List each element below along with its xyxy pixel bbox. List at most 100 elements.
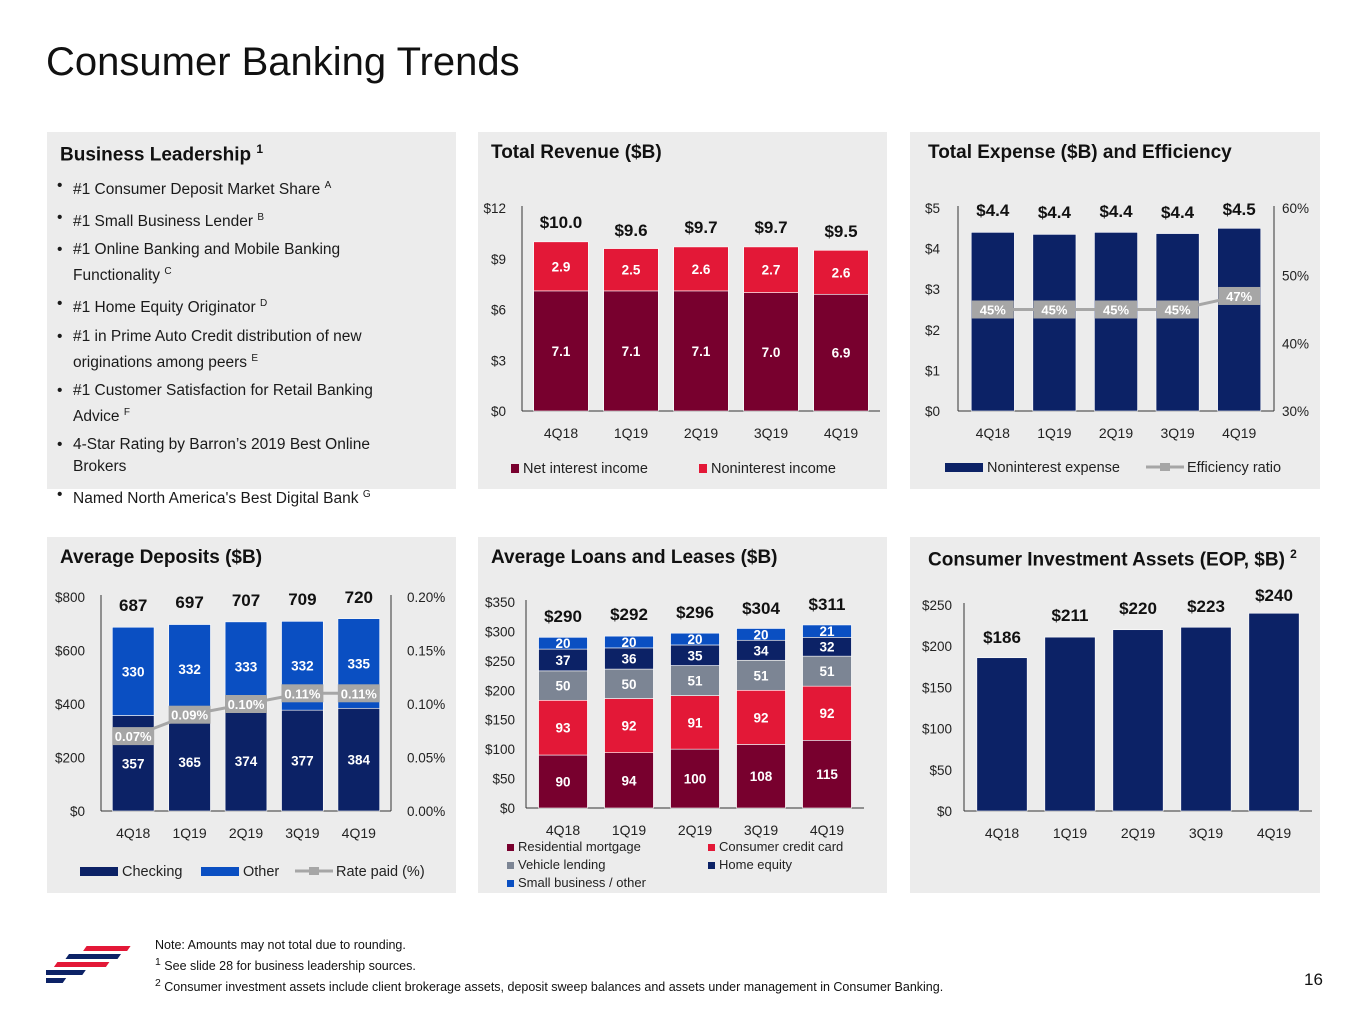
x-tick-label: 2Q19	[1121, 825, 1155, 841]
line-value-label: 45%	[1041, 303, 1067, 318]
bar-segment-label: 7.0	[762, 345, 781, 360]
legend-swatch	[507, 844, 514, 851]
bar-total-label: $186	[983, 628, 1021, 647]
bar-total-label: $311	[809, 595, 846, 614]
legend-label: Rate paid (%)	[336, 864, 425, 880]
deposits-panel: Average Deposits ($B) $0 $200 $400 $600 $800…	[47, 537, 456, 893]
y-tick-label: $0	[937, 804, 952, 819]
legend-label: Small business / other	[518, 875, 647, 890]
y-tick-label: $1	[925, 363, 940, 378]
y-tick-label: $4	[925, 242, 941, 257]
y-tick-label: $0	[500, 801, 515, 816]
leadership-item-text: #1 Home Equity Originator	[73, 299, 256, 317]
y-tick-label: $350	[485, 595, 515, 610]
bar-segment-label: 51	[819, 664, 835, 679]
x-tick-label: 3Q19	[754, 425, 788, 441]
y-tick-label: $12	[483, 201, 506, 216]
bar-total-label: $9.7	[754, 218, 787, 237]
legend-label: Home equity	[719, 857, 792, 872]
legend-label: Residential mortgage	[518, 839, 641, 854]
bar-total-label: $10.0	[540, 213, 583, 232]
line-marker	[1218, 286, 1261, 305]
line-marker	[971, 300, 1014, 319]
bar-segment	[604, 635, 654, 649]
line-value-label: 0.11%	[341, 686, 378, 701]
bar-segment	[538, 699, 588, 756]
bar-segment-label: 50	[555, 679, 570, 694]
investment-title-sup: 2	[1290, 547, 1297, 561]
y2-tick-label: 60%	[1282, 201, 1309, 216]
business-leadership-panel: Business Leadership 1 #1 Consumer Deposi…	[47, 132, 456, 507]
bar-segment-label: 91	[687, 715, 703, 730]
bar-total-label: $4.4	[1161, 203, 1195, 222]
leadership-item: #1 Home Equity Originator D	[57, 293, 417, 319]
bank-logo-icon	[46, 946, 131, 983]
bar-segment-label: 115	[816, 767, 838, 782]
y-tick-label: $100	[485, 742, 515, 757]
leadership-item-text: 4-Star Rating by Barron’s 2019 Best Onli…	[73, 435, 370, 475]
y2-tick-label: 0.10%	[407, 697, 445, 712]
bar-segment-label: 51	[687, 674, 703, 689]
bar-segment	[813, 249, 869, 295]
bar-segment	[533, 241, 589, 292]
page-number: 16	[1304, 970, 1323, 989]
x-tick-label: 4Q19	[342, 825, 376, 841]
bar-segment	[1248, 612, 1300, 812]
bar-segment-label: 36	[621, 652, 637, 667]
legend-label: Other	[243, 864, 279, 880]
bar-total-label: 687	[119, 596, 147, 615]
line-marker	[1156, 300, 1199, 319]
leadership-item: #1 Consumer Deposit Market Share A	[57, 175, 417, 201]
bar-segment-label: 108	[750, 769, 773, 784]
y2-tick-label: 0.05%	[407, 751, 445, 766]
x-tick-label: 2Q19	[1099, 425, 1133, 441]
x-tick-label: 4Q18	[976, 425, 1010, 441]
bar-segment-label: 2.7	[762, 263, 781, 278]
bar-total-label: 697	[175, 593, 203, 612]
bar-total-label: 707	[232, 591, 260, 610]
revenue-panel: Total Revenue ($B) $0 $3 $6 $9 $12 4Q18 1Q19 2Q…	[478, 132, 887, 489]
bar-segment	[736, 689, 786, 745]
bar-segment-label: 94	[621, 773, 637, 788]
legend-swatch	[699, 464, 707, 473]
x-tick-label: 1Q19	[612, 822, 646, 838]
footnote-2-text: Consumer investment assets include clien…	[164, 980, 944, 995]
bar-segment-label: 100	[684, 772, 707, 787]
bar-segment-label: 92	[819, 706, 834, 721]
leadership-item-text: #1 Small Business Lender	[73, 213, 254, 231]
x-tick-label: 1Q19	[614, 425, 648, 441]
bar-segment	[970, 232, 1015, 412]
bar-segment-label: 20	[555, 636, 570, 651]
line-value-label: 0.11%	[284, 686, 321, 701]
y-tick-label: $250	[485, 654, 515, 669]
leadership-item-text: #1 Online Banking and Mobile Banking Fun…	[73, 241, 341, 285]
bar-segment	[224, 710, 268, 812]
bar-total-label: $292	[610, 605, 648, 624]
line-marker	[112, 727, 155, 746]
bar-segment	[604, 668, 654, 699]
x-tick-label: 4Q18	[546, 822, 580, 838]
footnotes: Note: Amounts may not total due to round…	[155, 936, 943, 996]
bar-segment	[673, 290, 729, 412]
bar-segment	[604, 698, 654, 753]
line-value-label: 0.09%	[171, 708, 208, 723]
bar-segment	[736, 659, 786, 691]
bar-segment	[736, 744, 786, 809]
loans-panel: Average Loans and Leases ($B) $0 $50 $100 $…	[478, 537, 887, 893]
y-tick-label: $100	[922, 722, 952, 737]
expense-title: Total Expense ($B) and Efficiency	[928, 142, 1232, 163]
bar-segment-label: 357	[122, 756, 145, 771]
x-tick-label: 2Q19	[229, 825, 263, 841]
y-tick-label: $3	[925, 282, 940, 297]
footnote-2: 2 Consumer investment assets include cli…	[155, 975, 943, 996]
x-tick-label: 3Q19	[1160, 425, 1194, 441]
leadership-item-text: #1 in Prime Auto Credit distribution of …	[73, 327, 362, 371]
bar-segment-label: 51	[753, 668, 769, 683]
legend-swatch	[708, 844, 715, 851]
bar-segment	[1094, 232, 1138, 412]
bar-segment	[603, 290, 659, 412]
x-tick-label: 4Q18	[985, 825, 1019, 841]
bar-segment-label: 377	[291, 754, 314, 769]
deposits-title: Average Deposits ($B)	[60, 547, 263, 568]
bar-segment	[538, 754, 588, 809]
